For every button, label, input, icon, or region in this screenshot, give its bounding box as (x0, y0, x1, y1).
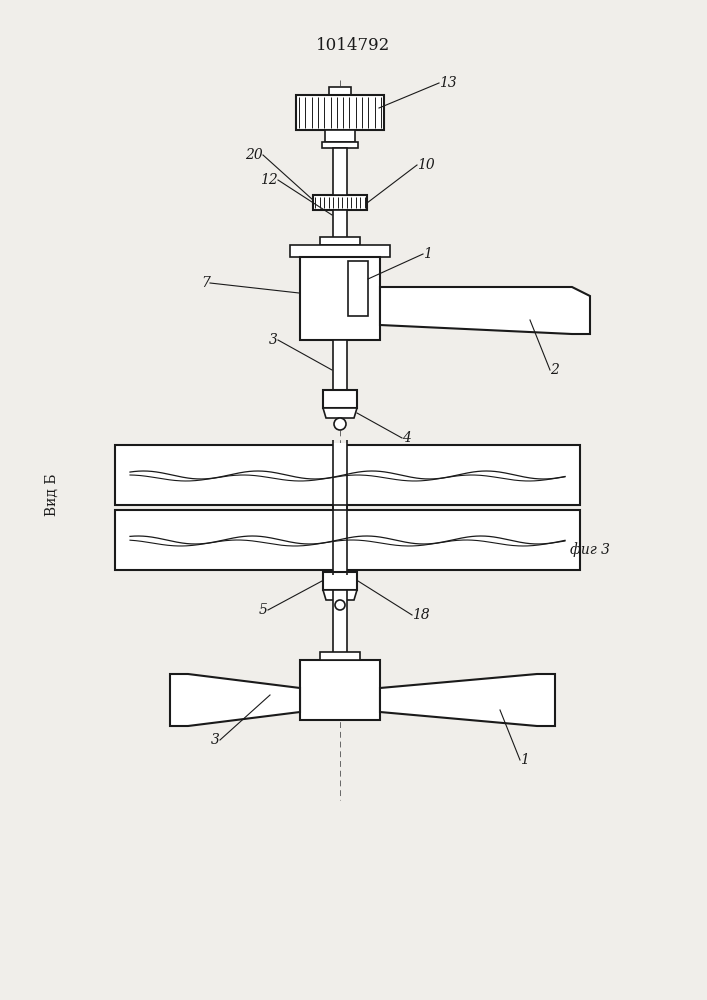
Text: 7: 7 (201, 276, 210, 290)
Bar (333, 505, 347, 510)
Polygon shape (380, 287, 590, 334)
Circle shape (334, 418, 346, 430)
Text: 10: 10 (417, 158, 435, 172)
Bar (329, 87, 351, 95)
Bar (290, 245, 390, 257)
Polygon shape (323, 590, 357, 600)
Text: 13: 13 (439, 76, 457, 90)
Text: 1014792: 1014792 (316, 36, 390, 53)
Bar (313, 195, 367, 210)
Text: 20: 20 (245, 148, 263, 162)
Bar (325, 130, 355, 142)
Text: 5: 5 (259, 603, 268, 617)
Text: 18: 18 (412, 608, 430, 622)
Bar (333, 443, 347, 572)
Text: 3: 3 (269, 333, 278, 347)
Bar (115, 445, 580, 505)
Bar (300, 257, 380, 340)
Text: 1: 1 (520, 753, 529, 767)
Bar (333, 148, 347, 195)
Text: фиг 3: фиг 3 (570, 543, 610, 557)
Text: Вид Б: Вид Б (45, 474, 59, 516)
Bar (320, 652, 360, 660)
Text: 12: 12 (260, 173, 278, 187)
Text: 2: 2 (550, 363, 559, 377)
Text: 3: 3 (211, 733, 220, 747)
Bar (320, 237, 360, 245)
Bar (323, 390, 357, 408)
Polygon shape (380, 674, 555, 726)
Bar (300, 660, 380, 720)
Polygon shape (170, 674, 300, 726)
Bar (115, 510, 580, 570)
Bar (322, 142, 358, 148)
Text: 1: 1 (423, 247, 432, 261)
Text: 4: 4 (402, 431, 411, 445)
Bar (323, 572, 357, 590)
Bar (333, 340, 347, 390)
Polygon shape (323, 408, 357, 418)
Bar (296, 95, 384, 130)
Bar (348, 261, 368, 316)
Circle shape (335, 600, 345, 610)
Bar (333, 590, 347, 680)
Bar (333, 210, 347, 245)
